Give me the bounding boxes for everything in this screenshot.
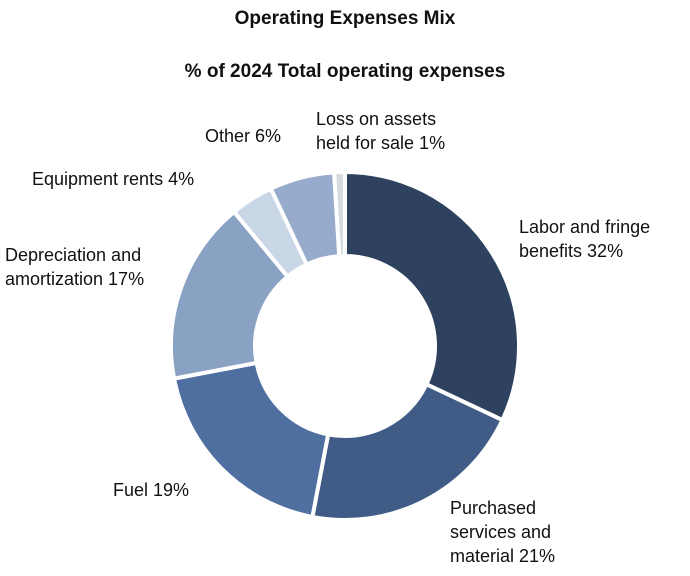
slice-1 <box>310 381 506 522</box>
label-fuel: Fuel 19% <box>113 480 190 500</box>
chart-subtitle: % of 2024 Total operating expenses <box>184 61 506 82</box>
label-purchased: Purchased services and material 21% <box>450 498 556 566</box>
label-equipment: Equipment rents 4% <box>32 169 195 189</box>
label-labor: Labor and fringe benefits 32% <box>519 217 651 261</box>
chart-title: Operating Expenses Mix <box>234 8 456 29</box>
slice-2 <box>171 360 331 520</box>
label-other: Other 6% <box>205 126 282 146</box>
slice-0 <box>343 169 521 423</box>
label-depreciation: Depreciation and amortization 17% <box>5 245 145 289</box>
slice-6 <box>331 169 347 259</box>
label-loss: Loss on assets held for sale 1% <box>316 109 446 153</box>
